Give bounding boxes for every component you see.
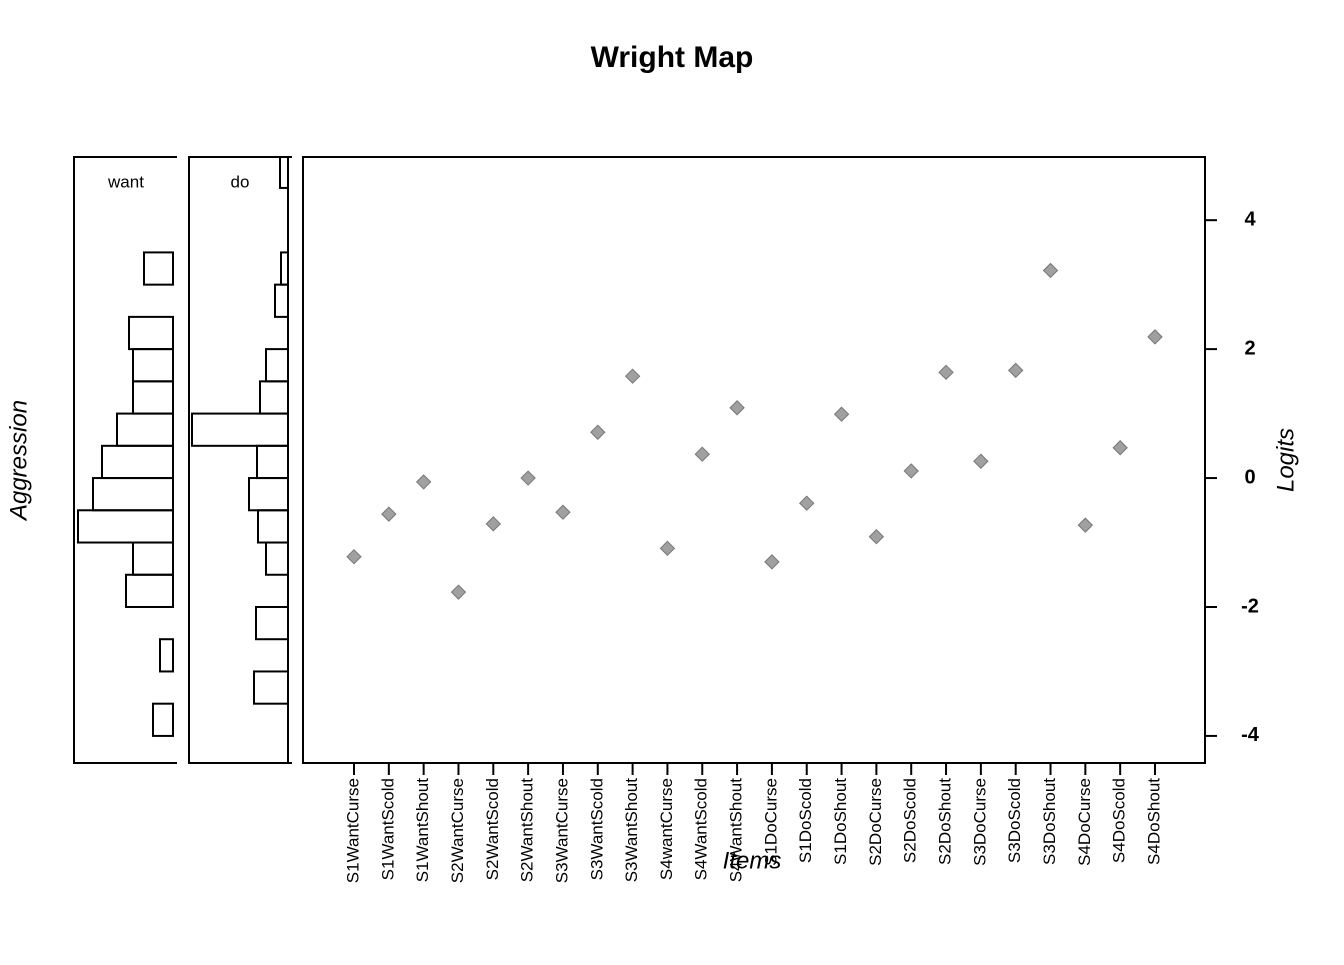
item-marker	[485, 516, 502, 532]
panel-label: do	[231, 172, 250, 191]
histogram-bar	[279, 156, 289, 189]
x-tick-label: S3WantCurse	[552, 778, 571, 883]
x-tick-label: S2WantShout	[518, 778, 537, 883]
item-marker	[1112, 440, 1128, 456]
x-tick-label: S4WantScold	[692, 778, 711, 880]
y-tick-label: 2	[1244, 337, 1255, 359]
item-marker	[1147, 329, 1163, 345]
histogram-bar	[253, 670, 289, 705]
x-tick-label: S1WantCurse	[343, 778, 362, 883]
item-marker	[1077, 517, 1094, 533]
x-tick-label: S4WantShout	[727, 778, 746, 883]
item-marker	[415, 474, 432, 490]
y-tick-label: -2	[1241, 595, 1259, 617]
x-tick-label: S4DoShout	[1144, 778, 1163, 865]
x-tick-label: S3WantShout	[622, 778, 641, 883]
item-marker	[520, 470, 536, 486]
y-tick-label: 0	[1244, 466, 1255, 488]
x-tick-label: S1WantScold	[378, 778, 397, 880]
item-marker	[694, 446, 710, 462]
x-tick-label: S4wantCurse	[657, 778, 676, 880]
x-tick-label: S1DoShout	[831, 778, 850, 865]
x-tick-label: S2DoScold	[901, 778, 920, 863]
x-tick-label: S2DoShout	[936, 778, 955, 865]
item-marker	[381, 506, 397, 522]
x-axis-label: Items	[723, 847, 782, 874]
histogram-bar	[280, 251, 289, 286]
item-marker	[1042, 262, 1059, 279]
x-tick-label: S1DoCurse	[761, 778, 780, 866]
item-marker	[833, 406, 850, 422]
histogram-bar	[143, 251, 174, 286]
item-marker	[973, 453, 989, 469]
item-marker	[1007, 362, 1024, 379]
x-tick-label: S2WantCurse	[448, 778, 467, 883]
x-tick-label: S3DoCurse	[970, 778, 989, 866]
item-marker	[590, 424, 606, 440]
histogram-bar	[265, 348, 289, 383]
person-axis-label: Aggression	[5, 400, 32, 522]
x-tick-label: S4DoCurse	[1075, 778, 1094, 866]
panel-frame	[73, 156, 177, 764]
item-marker	[659, 540, 676, 557]
x-tick-label: S4DoScold	[1110, 778, 1129, 863]
x-tick-label: S3WantScold	[587, 778, 606, 880]
x-tick-label: S3DoScold	[1005, 778, 1024, 863]
histogram-bar	[255, 605, 289, 641]
y-tick-label: -4	[1241, 724, 1260, 746]
panel-label: want	[107, 172, 144, 191]
y-tick-label: 4	[1244, 208, 1256, 230]
histogram-bar	[191, 412, 289, 447]
histogram-bar	[159, 638, 174, 673]
item-marker	[938, 364, 954, 381]
histogram-bar	[128, 315, 174, 351]
chart-title: Wright Map	[591, 41, 754, 74]
item-marker	[903, 463, 919, 479]
item-marker	[450, 584, 467, 600]
item-marker	[555, 504, 571, 520]
item-marker	[868, 529, 885, 545]
x-tick-label: S2DoCurse	[866, 778, 885, 866]
x-tick-label: S1DoScold	[796, 778, 815, 863]
item-marker	[624, 368, 641, 384]
plot-frame	[302, 156, 1206, 764]
y-axis-label: Logits	[1272, 428, 1299, 492]
x-tick-label: S3DoShout	[1040, 778, 1059, 865]
item-marker	[764, 554, 780, 570]
item-marker	[799, 495, 815, 511]
x-tick-label: S2WantScold	[483, 778, 502, 880]
item-marker	[729, 400, 745, 416]
histogram-bar	[152, 702, 174, 737]
item-marker	[346, 548, 362, 565]
x-tick-label: S1WantShout	[413, 778, 432, 883]
